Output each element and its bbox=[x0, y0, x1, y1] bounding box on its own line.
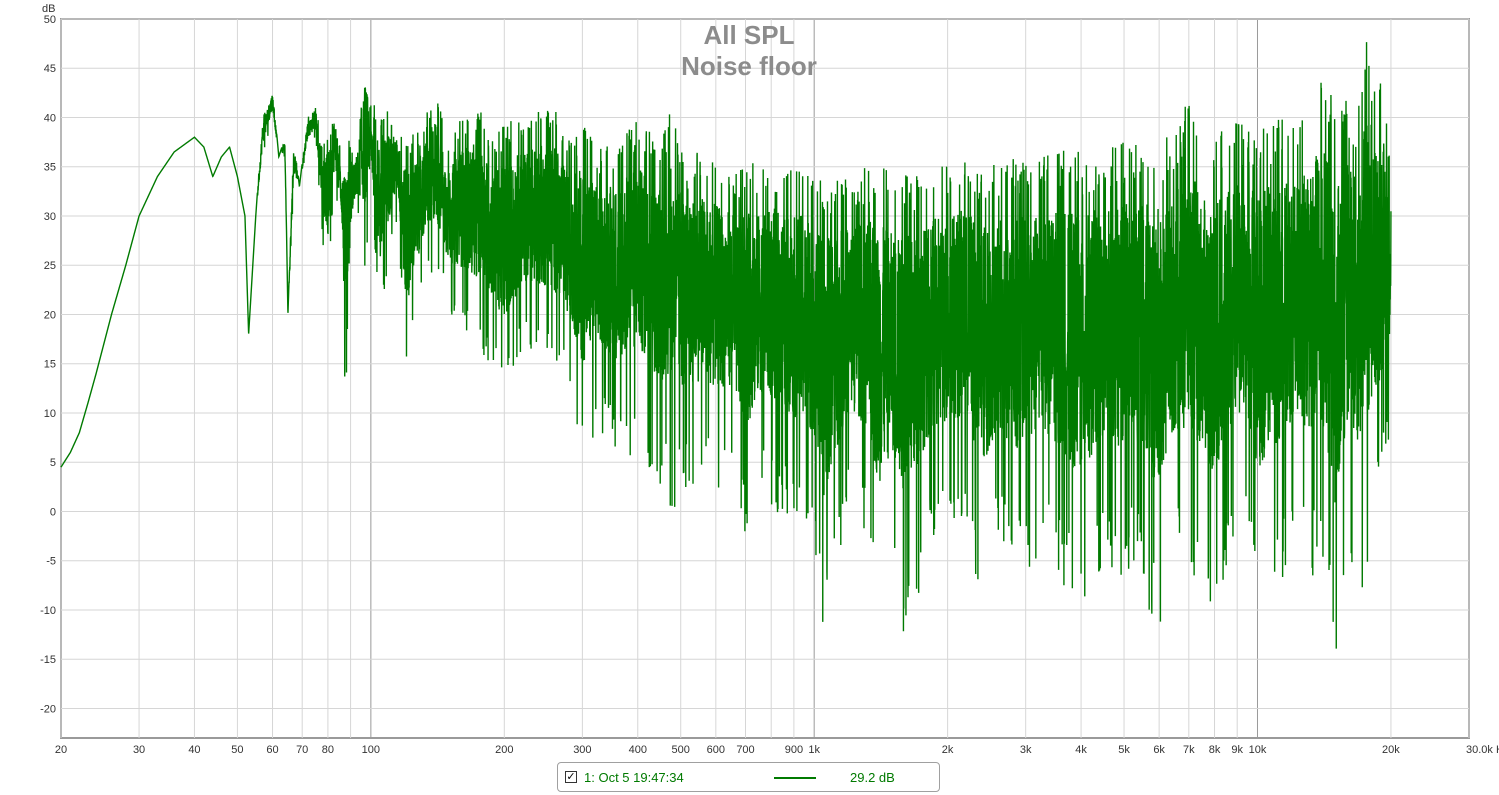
x-axis-ticks: 20 30 40 50 60 70 80 100 200 300 400 500 600 700 900 1k… bbox=[55, 744, 1499, 756]
y-tick-label: -20 bbox=[40, 703, 56, 715]
y-axis-unit: dB bbox=[42, 3, 55, 15]
x-tick-label: 4k bbox=[1075, 744, 1087, 756]
x-tick-label: 1k bbox=[808, 744, 820, 756]
y-tick-label: 0 bbox=[50, 506, 56, 518]
x-tick-label: 5k bbox=[1118, 744, 1130, 756]
chart-title: All SPL bbox=[703, 20, 794, 50]
x-tick-label: 600 bbox=[707, 744, 725, 756]
x-tick-label: 200 bbox=[495, 744, 513, 756]
y-tick-label: 50 bbox=[44, 14, 56, 26]
y-tick-label: 45 bbox=[44, 63, 56, 75]
x-tick-label: 40 bbox=[188, 744, 200, 756]
x-tick-label: 60 bbox=[266, 744, 278, 756]
y-tick-label: 35 bbox=[44, 162, 56, 174]
x-tick-label: 8k bbox=[1209, 744, 1221, 756]
chart-subtitle: Noise floor bbox=[681, 51, 817, 81]
x-tick-label: 20 bbox=[55, 744, 67, 756]
x-tick-label: 500 bbox=[672, 744, 690, 756]
legend-series-swatch bbox=[774, 777, 816, 779]
y-tick-label: 25 bbox=[44, 260, 56, 272]
y-tick-label: -10 bbox=[40, 605, 56, 617]
x-tick-label: 7k bbox=[1183, 744, 1195, 756]
x-tick-label: 50 bbox=[231, 744, 243, 756]
y-tick-label: 30 bbox=[44, 211, 56, 223]
y-tick-label: -15 bbox=[40, 654, 56, 666]
x-tick-label: 100 bbox=[362, 744, 380, 756]
legend-series-value: 29.2 dB bbox=[850, 770, 895, 785]
x-tick-label: 2k bbox=[942, 744, 954, 756]
x-tick-label: 400 bbox=[629, 744, 647, 756]
x-tick-label: 900 bbox=[785, 744, 803, 756]
x-tick-label: 20k bbox=[1382, 744, 1400, 756]
y-tick-label: 15 bbox=[44, 359, 56, 371]
x-tick-label: 10k bbox=[1249, 744, 1267, 756]
x-tick-label: 9k bbox=[1231, 744, 1243, 756]
y-tick-label: 10 bbox=[44, 408, 56, 420]
spl-series-line bbox=[60, 42, 1392, 649]
x-tick-label: 80 bbox=[322, 744, 334, 756]
y-tick-label: 20 bbox=[44, 309, 56, 321]
x-tick-label: 30.0k Hz bbox=[1466, 744, 1499, 756]
series-layer bbox=[60, 42, 1392, 649]
legend-series-name[interactable]: 1: Oct 5 19:47:34 bbox=[584, 770, 684, 785]
y-tick-label: 5 bbox=[50, 457, 56, 469]
legend: ✓ 1: Oct 5 19:47:34 29.2 dB bbox=[557, 762, 940, 792]
y-tick-label: 40 bbox=[44, 112, 56, 124]
x-tick-label: 300 bbox=[573, 744, 591, 756]
series-visibility-checkbox[interactable]: ✓ bbox=[565, 771, 577, 783]
x-tick-label: 3k bbox=[1020, 744, 1032, 756]
x-tick-label: 70 bbox=[296, 744, 308, 756]
y-tick-label: -5 bbox=[46, 556, 56, 568]
x-tick-label: 30 bbox=[133, 744, 145, 756]
x-tick-label: 6k bbox=[1153, 744, 1165, 756]
x-tick-label: 700 bbox=[736, 744, 754, 756]
